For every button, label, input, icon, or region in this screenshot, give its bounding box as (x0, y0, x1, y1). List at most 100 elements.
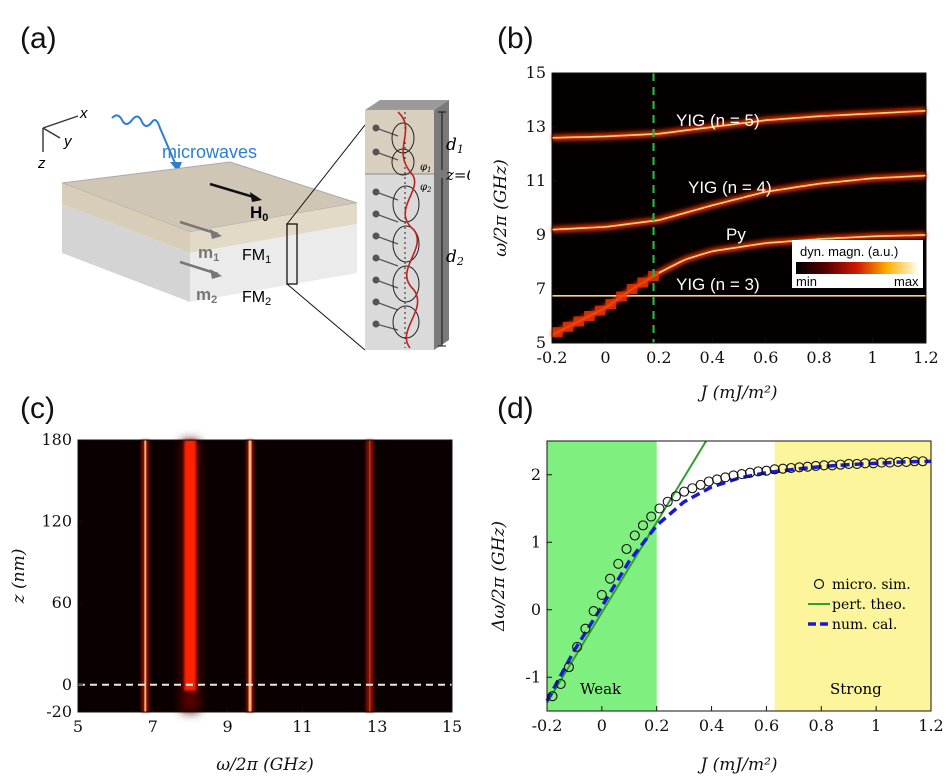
zoomed-column (365, 100, 449, 350)
sim-point (580, 623, 591, 634)
sim-point (794, 462, 805, 473)
m2-arrow-icon (210, 269, 222, 279)
mode-pixel (637, 277, 649, 288)
fm2-front-face (62, 204, 190, 302)
frame-c (77, 439, 453, 713)
x-tick-label: 1.2 (913, 348, 938, 367)
x-tick-label: 15 (442, 717, 462, 736)
y-tick-label: 15 (526, 63, 546, 82)
sim-point (777, 463, 788, 474)
frame-b (551, 72, 927, 344)
c-axes: 5 7 9 11 13 15 -20 0 60 120 180 (41, 430, 462, 736)
sim-point (753, 466, 764, 477)
d-axes: -0.2 0 0.2 0.4 0.6 0.8 1 1.2 -1 0 1 2 (525, 465, 943, 735)
legend-marker-sim (813, 578, 825, 590)
ylabel-b: ω/2π (GHz) (491, 159, 511, 257)
x-tick-label: 0 (600, 348, 610, 367)
microwaves-label: microwaves (162, 142, 257, 162)
fm2-side-face (190, 224, 357, 302)
legend-sim: micro. sim. (832, 577, 911, 593)
sim-point (876, 457, 887, 468)
mode-column-glow (246, 440, 255, 712)
y-tick-label: -20 (46, 702, 72, 721)
sim-point (613, 558, 624, 569)
mode-pixel (648, 271, 659, 282)
d1-label: d1 (446, 135, 464, 156)
sim-point (901, 456, 912, 467)
xlabel-d: J (mJ/m²) (697, 755, 777, 775)
mode-glow (551, 107, 927, 141)
microwave-wave-icon (111, 114, 179, 171)
sim-point (909, 456, 920, 467)
schematic-a: x y z microwaves H0 m1 FM1 m2 FM2 (37, 100, 470, 351)
sim-point (703, 476, 714, 487)
colorbar-max: max (894, 274, 919, 289)
sim-point (893, 456, 904, 467)
x-tick-label: -0.2 (532, 716, 563, 735)
weak-label: Weak (580, 680, 622, 698)
y-tick-label: 120 (41, 512, 72, 531)
x-tick-label: 0.2 (644, 716, 669, 735)
axis-y-label: y (63, 133, 73, 150)
sim-point (572, 641, 583, 652)
y-tick-label: 2 (531, 465, 541, 484)
ylabel-d: Δω/2π (GHz) (489, 521, 509, 632)
sim-point (662, 496, 673, 507)
sim-point (843, 458, 854, 470)
x-tick-label: 0.4 (699, 716, 724, 735)
sim-point (818, 460, 830, 471)
sim-point (547, 691, 558, 702)
legend-num: num. cal. (832, 617, 897, 633)
sim-point (786, 462, 797, 474)
sim-point (835, 459, 846, 470)
b-stair (552, 271, 659, 338)
x-tick-label: 13 (367, 717, 387, 736)
weak-region (547, 441, 657, 711)
mode-glow (550, 232, 927, 338)
y-tick-label: 11 (526, 171, 546, 190)
ylabel-c: z (nm) (9, 549, 29, 605)
m2-label: m2 (196, 285, 217, 306)
y-tick-label: 5 (536, 333, 546, 352)
sim-point (637, 520, 649, 531)
z0-label: z=0 (445, 166, 470, 184)
sim-point (621, 543, 632, 555)
x-tick-label: -0.2 (537, 348, 568, 367)
x-tick-label: 0.6 (754, 716, 779, 735)
sim-point (670, 491, 681, 502)
fm1-side-face (190, 203, 357, 253)
h0-arrow-icon (250, 192, 262, 202)
axes-triad (42, 115, 79, 152)
mode-pixel (605, 299, 617, 310)
sim-point (851, 458, 862, 470)
y-tick-label: 9 (536, 225, 546, 244)
sim-point (687, 483, 698, 494)
sim-point (744, 467, 756, 478)
y-tick-label: 0 (62, 675, 72, 694)
phi2-label: φ2 (420, 182, 432, 194)
x-tick-label: 0.4 (700, 348, 725, 367)
sim-point (596, 589, 607, 600)
mode-pixel (573, 316, 585, 327)
h0-label: H0 (250, 203, 268, 224)
colorbar-label: dyn. magn. (a.u.) (800, 244, 898, 259)
mode-line (551, 110, 927, 139)
strong-region (774, 441, 931, 711)
strong-label: Strong (830, 680, 882, 698)
sim-point (868, 458, 879, 469)
sim-point (769, 464, 780, 475)
x-tick-label: 0.6 (753, 348, 778, 367)
sim-point (563, 662, 574, 673)
y-tick-label: -1 (525, 667, 541, 686)
label-yig-n4: YIG (n = 4) (688, 178, 772, 197)
sim-point (654, 503, 665, 514)
b-modes (550, 107, 927, 338)
panel-label-c: (c) (20, 392, 55, 425)
num-cal-line (545, 459, 932, 702)
mode-line (551, 174, 927, 231)
mode-line (551, 234, 927, 336)
phi1-label: φ1 (420, 162, 431, 174)
panel-label-d: (d) (497, 392, 534, 425)
mode-column-glow (141, 440, 150, 712)
sim-point (720, 472, 731, 483)
